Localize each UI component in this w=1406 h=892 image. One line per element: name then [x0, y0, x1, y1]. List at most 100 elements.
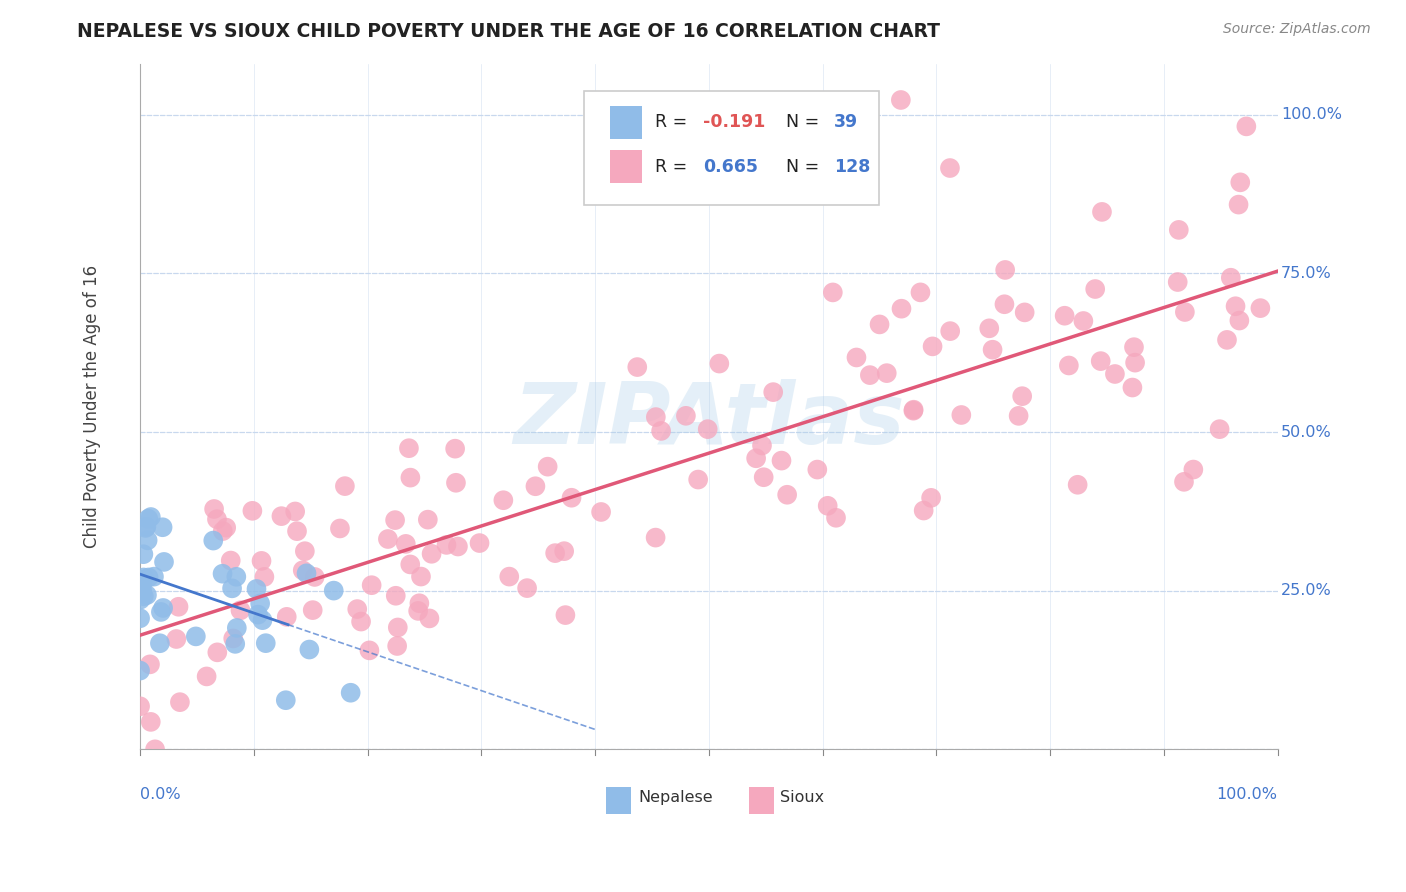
- Point: [346, 602, 368, 616]
- Point: [135, 519, 157, 533]
- Point: [253, 570, 276, 584]
- Text: R =: R =: [655, 113, 693, 131]
- Point: [1014, 305, 1036, 319]
- Point: [939, 324, 962, 338]
- Point: [869, 318, 891, 332]
- Point: [1227, 313, 1250, 327]
- Point: [1167, 223, 1189, 237]
- Point: [295, 566, 318, 581]
- Point: [950, 408, 973, 422]
- Point: [876, 366, 898, 380]
- Point: [993, 297, 1015, 311]
- Point: [298, 642, 321, 657]
- Point: [339, 686, 361, 700]
- Point: [770, 453, 793, 467]
- Point: [806, 462, 828, 476]
- Point: [1123, 340, 1146, 354]
- Point: [537, 459, 560, 474]
- Point: [1229, 175, 1251, 189]
- Text: -0.191: -0.191: [703, 113, 765, 131]
- Point: [1011, 389, 1033, 403]
- Point: [1090, 354, 1112, 368]
- Point: [1123, 356, 1146, 370]
- Point: [252, 613, 274, 627]
- Point: [418, 611, 440, 625]
- Point: [688, 473, 710, 487]
- Point: [132, 547, 155, 561]
- Point: [709, 357, 731, 371]
- Point: [1066, 477, 1088, 491]
- Point: [384, 589, 406, 603]
- Point: [322, 583, 344, 598]
- Point: [492, 493, 515, 508]
- Point: [152, 601, 174, 615]
- Point: [333, 479, 356, 493]
- Point: [406, 604, 429, 618]
- Point: [752, 470, 775, 484]
- Point: [250, 554, 273, 568]
- Point: [436, 538, 458, 552]
- Point: [1234, 120, 1257, 134]
- Point: [169, 695, 191, 709]
- Point: [1208, 422, 1230, 436]
- Point: [249, 596, 271, 610]
- Point: [903, 403, 925, 417]
- Point: [129, 592, 152, 607]
- Point: [225, 570, 247, 584]
- Point: [561, 491, 583, 505]
- Point: [420, 547, 443, 561]
- Point: [920, 491, 942, 505]
- Point: [377, 532, 399, 546]
- Text: Nepalese: Nepalese: [638, 789, 713, 805]
- Point: [207, 645, 229, 659]
- Point: [202, 533, 225, 548]
- Bar: [610, 151, 641, 183]
- Point: [149, 636, 172, 650]
- Point: [910, 285, 932, 300]
- Point: [211, 566, 233, 581]
- Point: [1007, 409, 1029, 423]
- Point: [138, 570, 160, 584]
- Point: [205, 512, 228, 526]
- Point: [762, 385, 785, 400]
- Point: [981, 343, 1004, 357]
- Point: [1167, 275, 1189, 289]
- Point: [921, 339, 943, 353]
- Point: [644, 410, 666, 425]
- Point: [139, 714, 162, 729]
- Point: [696, 422, 718, 436]
- Point: [215, 520, 238, 534]
- Point: [1104, 367, 1126, 381]
- Point: [554, 608, 576, 623]
- Bar: [606, 787, 631, 814]
- Point: [444, 475, 467, 490]
- Point: [129, 664, 152, 678]
- Point: [129, 611, 152, 625]
- Point: [591, 505, 613, 519]
- Point: [202, 502, 225, 516]
- Point: [167, 599, 190, 614]
- Point: [845, 351, 868, 365]
- Point: [398, 441, 420, 455]
- Point: [242, 504, 264, 518]
- Point: [387, 620, 409, 634]
- Point: [1084, 282, 1107, 296]
- Point: [149, 605, 172, 619]
- Point: [136, 533, 159, 548]
- Point: [1121, 380, 1143, 394]
- Point: [994, 263, 1017, 277]
- Point: [153, 555, 176, 569]
- Point: [644, 531, 666, 545]
- Point: [142, 569, 165, 583]
- Point: [675, 409, 697, 423]
- Point: [468, 536, 491, 550]
- Text: 100.0%: 100.0%: [1216, 787, 1278, 802]
- Point: [385, 639, 408, 653]
- Point: [136, 588, 159, 602]
- Point: [136, 512, 159, 526]
- Text: 0.665: 0.665: [703, 158, 758, 176]
- FancyBboxPatch shape: [583, 92, 879, 204]
- Point: [890, 301, 912, 316]
- Point: [276, 610, 298, 624]
- Point: [1073, 314, 1095, 328]
